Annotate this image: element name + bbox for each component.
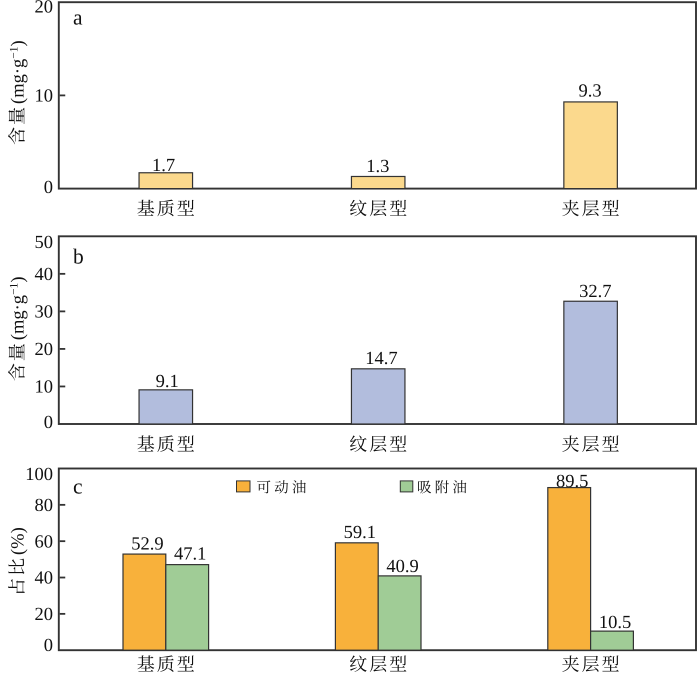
svg-text:1.3: 1.3 — [366, 157, 389, 177]
svg-text:20: 20 — [35, 340, 54, 360]
svg-text:10: 10 — [35, 378, 54, 398]
svg-text:59.1: 59.1 — [344, 523, 376, 543]
svg-text:b: b — [73, 245, 84, 269]
svg-text:32.7: 32.7 — [579, 282, 611, 302]
svg-text:10: 10 — [35, 87, 54, 107]
svg-text:40: 40 — [35, 265, 54, 285]
svg-text:20: 20 — [35, 0, 54, 18]
svg-text:30: 30 — [35, 303, 54, 323]
svg-text:40.9: 40.9 — [386, 557, 418, 577]
svg-text:14.7: 14.7 — [365, 349, 397, 369]
svg-text:0: 0 — [44, 178, 53, 198]
svg-text:100: 100 — [25, 465, 53, 485]
svg-text:(%): (%) — [8, 527, 28, 555]
svg-text:52.9: 52.9 — [131, 534, 163, 554]
svg-text:40: 40 — [35, 569, 54, 589]
svg-text:60: 60 — [35, 532, 54, 552]
svg-text:c: c — [73, 475, 83, 499]
svg-text:20: 20 — [35, 605, 54, 625]
svg-text:0: 0 — [44, 413, 53, 433]
svg-text:9.1: 9.1 — [156, 372, 179, 392]
svg-text:47.1: 47.1 — [174, 545, 206, 565]
svg-text:80: 80 — [35, 496, 54, 516]
svg-text:9.3: 9.3 — [578, 81, 601, 101]
svg-text:89.5: 89.5 — [556, 472, 588, 492]
svg-text:a: a — [73, 6, 83, 30]
svg-text:50: 50 — [35, 233, 54, 253]
svg-text:10.5: 10.5 — [599, 613, 631, 633]
svg-text:0: 0 — [44, 636, 53, 656]
svg-text:1.7: 1.7 — [152, 156, 175, 176]
